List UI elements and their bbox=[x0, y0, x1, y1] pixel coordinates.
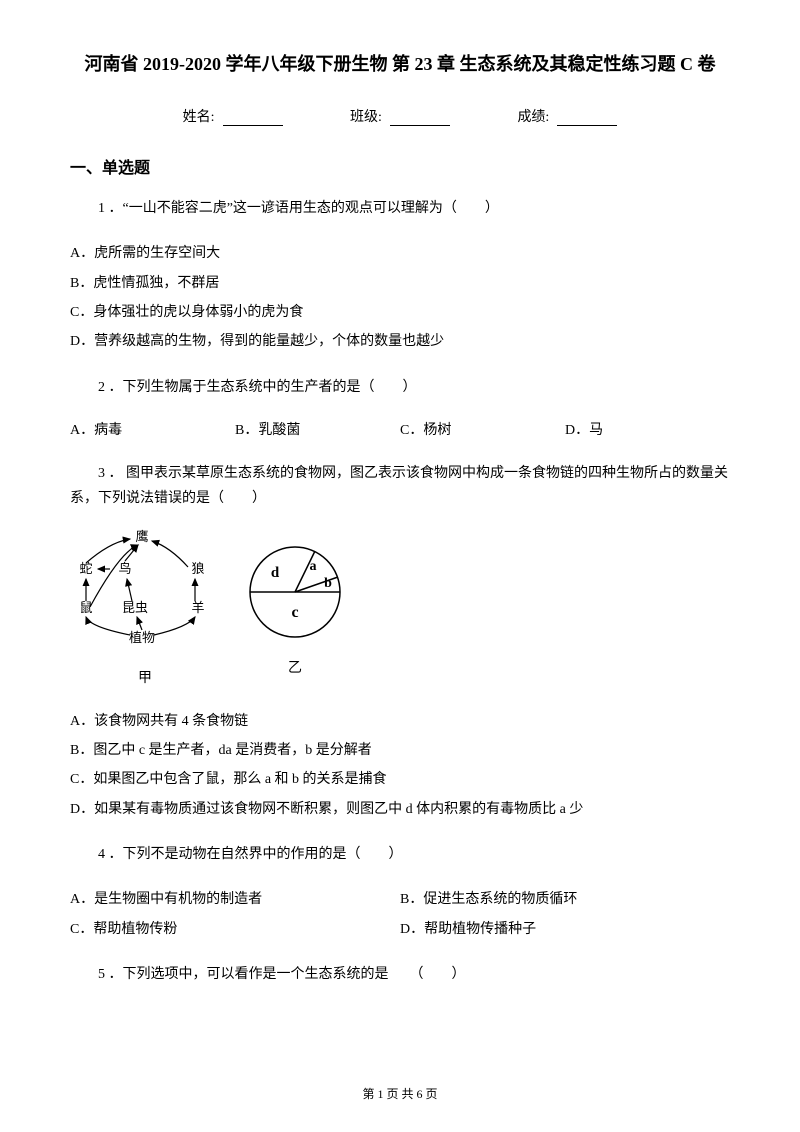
score-label: 成绩: bbox=[517, 110, 549, 125]
svg-text:d: d bbox=[271, 565, 280, 581]
svg-text:c: c bbox=[291, 604, 298, 621]
svg-text:b: b bbox=[324, 576, 332, 591]
class-label: 班级: bbox=[350, 110, 382, 125]
q1-opt-d: D．营养级越高的生物，得到的能量越少，个体的数量也越少 bbox=[70, 327, 730, 356]
svg-text:鼠: 鼠 bbox=[79, 600, 92, 615]
q3-opt-d: D．如果某有毒物质通过该食物网不断积累，则图乙中 d 体内积累的有毒物质比 a … bbox=[70, 795, 730, 824]
q3-opt-c: C．如果图乙中包含了鼠，那么 a 和 b 的关系是捕食 bbox=[70, 765, 730, 794]
q1-options: A．虎所需的生存空间大 B．虎性情孤独，不群居 C．身体强壮的虎以身体弱小的虎为… bbox=[70, 239, 730, 357]
q4-options: A．是生物圈中有机物的制造者 B．促进生态系统的物质循环 C．帮助植物传粉 D．… bbox=[70, 885, 730, 944]
q4-opt-c: C．帮助植物传粉 bbox=[70, 915, 400, 944]
q3-options: A．该食物网共有 4 条食物链 B．图乙中 c 是生产者，da 是消费者，b 是… bbox=[70, 707, 730, 825]
section-head: 一、单选题 bbox=[70, 154, 730, 178]
class-blank bbox=[390, 112, 450, 126]
q4-opt-b: B．促进生态系统的物质循环 bbox=[400, 885, 730, 914]
svg-text:植物: 植物 bbox=[129, 630, 155, 645]
name-label: 姓名: bbox=[183, 110, 215, 125]
svg-text:狼: 狼 bbox=[191, 561, 204, 576]
q2-options: A．病毒 B．乳酸菌 C．杨树 D．马 bbox=[70, 418, 730, 443]
q2-opt-b: B．乳酸菌 bbox=[235, 418, 400, 443]
q2-stem: 2 ．下列生物属于生态系统中的生产者的是（ ） bbox=[70, 375, 730, 400]
q1-opt-c: C．身体强壮的虎以身体弱小的虎为食 bbox=[70, 298, 730, 327]
q3-opt-b: B．图乙中 c 是生产者，da 是消费者，b 是分解者 bbox=[70, 736, 730, 765]
q4-opt-a: A．是生物圈中有机物的制造者 bbox=[70, 885, 400, 914]
q4-opt-d: D．帮助植物传播种子 bbox=[400, 915, 730, 944]
q1-opt-b: B．虎性情孤独，不群居 bbox=[70, 269, 730, 298]
svg-text:羊: 羊 bbox=[191, 600, 204, 615]
fig1-caption: 甲 bbox=[70, 667, 220, 687]
q1-opt-a: A．虎所需的生存空间大 bbox=[70, 239, 730, 268]
food-web-svg: 鹰 蛇 鸟 狼 鼠 昆虫 羊 植物 bbox=[70, 527, 220, 657]
q2-opt-c: C．杨树 bbox=[400, 418, 565, 443]
info-line: 姓名: 班级: 成绩: bbox=[70, 106, 730, 126]
q4-stem: 4 ．下列不是动物在自然界中的作用的是（ ） bbox=[70, 842, 730, 867]
page-title: 河南省 2019-2020 学年八年级下册生物 第 23 章 生态系统及其稳定性… bbox=[70, 50, 730, 76]
q3-opt-a: A．该食物网共有 4 条食物链 bbox=[70, 707, 730, 736]
svg-text:鹰: 鹰 bbox=[135, 529, 148, 544]
page-footer: 第 1 页 共 6 页 bbox=[0, 1085, 800, 1102]
figure-pie: d a b c 乙 bbox=[240, 537, 350, 677]
q2-opt-a: A．病毒 bbox=[70, 418, 235, 443]
svg-text:蛇: 蛇 bbox=[79, 561, 92, 576]
svg-text:a: a bbox=[310, 559, 317, 574]
pie-svg: d a b c bbox=[240, 537, 350, 647]
svg-text:昆虫: 昆虫 bbox=[122, 600, 148, 615]
fig2-caption: 乙 bbox=[240, 657, 350, 677]
q1-stem: 1 ．“一山不能容二虎”这一谚语用生态的观点可以理解为（ ） bbox=[70, 196, 730, 221]
q5-stem: 5 ．下列选项中，可以看作是一个生态系统的是 （ ） bbox=[70, 962, 730, 987]
q3-stem: 3 ． 图甲表示某草原生态系统的食物网，图乙表示该食物网中构成一条食物链的四种生… bbox=[70, 461, 730, 511]
q3-figures: 鹰 蛇 鸟 狼 鼠 昆虫 羊 植物 甲 bbox=[70, 527, 730, 687]
score-blank bbox=[557, 112, 617, 126]
q2-opt-d: D．马 bbox=[565, 418, 730, 443]
figure-food-web: 鹰 蛇 鸟 狼 鼠 昆虫 羊 植物 甲 bbox=[70, 527, 220, 687]
svg-text:鸟: 鸟 bbox=[118, 561, 131, 576]
name-blank bbox=[223, 112, 283, 126]
